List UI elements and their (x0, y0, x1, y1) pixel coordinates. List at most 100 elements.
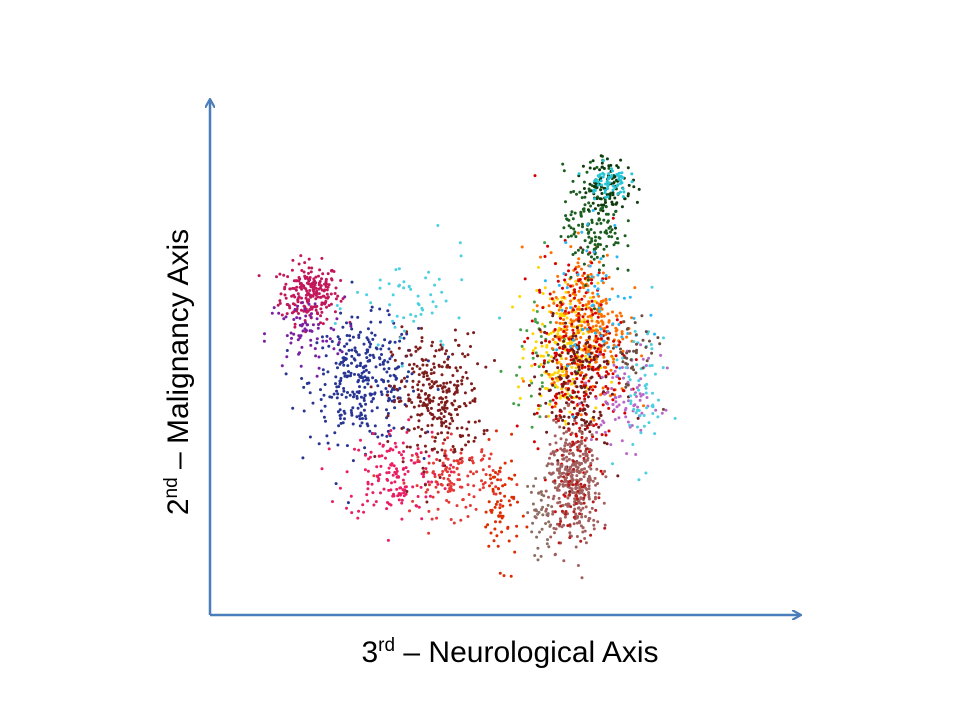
scatter-point (611, 398, 615, 402)
scatter-point (338, 408, 342, 412)
scatter-point (507, 476, 511, 480)
scatter-point (592, 295, 595, 299)
scatter-point (578, 190, 582, 194)
scatter-point (291, 258, 295, 262)
scatter-point (607, 166, 611, 170)
scatter-point (580, 366, 584, 370)
scatter-point (566, 382, 570, 385)
scatter-point (543, 279, 547, 283)
scatter-point (362, 408, 366, 412)
scatter-point (630, 388, 633, 391)
scatter-point (300, 269, 304, 272)
scatter-point (298, 316, 302, 320)
scatter-point (610, 392, 614, 396)
scatter-point (466, 515, 470, 518)
scatter-point (450, 481, 453, 485)
scatter-point (513, 550, 517, 554)
scatter-point (427, 531, 431, 535)
scatter-point (353, 349, 357, 353)
scatter-point (395, 467, 398, 471)
scatter-point (337, 385, 341, 389)
scatter-point (601, 403, 605, 407)
scatter-point (532, 412, 536, 416)
scatter-point (490, 481, 494, 485)
scatter-point (579, 384, 583, 388)
scatter-point (310, 282, 314, 285)
scatter-point (590, 454, 594, 457)
scatter-point (362, 342, 366, 346)
scatter-point (498, 511, 502, 515)
scatter-point (565, 476, 568, 480)
scatter-point (425, 470, 429, 474)
scatter-point (586, 245, 590, 249)
scatter-point (622, 389, 626, 393)
scatter-point (546, 538, 549, 542)
scatter-point (576, 466, 580, 469)
scatter-point (335, 396, 339, 400)
scatter-point (498, 571, 502, 575)
scatter-point (313, 279, 316, 283)
scatter-point (577, 368, 581, 372)
scatter-point (551, 338, 555, 341)
scatter-point (611, 203, 615, 206)
scatter-point (548, 359, 552, 363)
scatter-point (600, 161, 604, 165)
scatter-point (567, 457, 571, 461)
scatter-point (432, 461, 435, 465)
scatter-point (602, 167, 606, 170)
scatter-point (591, 479, 595, 483)
scatter-point (602, 501, 606, 505)
scatter-point (339, 413, 343, 417)
scatter-point (579, 246, 583, 250)
scatter-point (587, 201, 591, 205)
scatter-point (617, 416, 621, 420)
scatter-point (596, 482, 600, 485)
scatter-point (604, 475, 608, 479)
scatter-point (443, 403, 447, 407)
scatter-point (567, 224, 571, 228)
scatter-point (421, 383, 425, 387)
scatter-point (635, 363, 639, 367)
scatter-point (478, 488, 482, 492)
scatter-point (644, 471, 648, 475)
scatter-point (440, 431, 443, 435)
scatter-point (380, 393, 384, 396)
scatter-point (365, 348, 369, 352)
scatter-point (386, 309, 390, 313)
scatter-point (596, 337, 600, 341)
scatter-point (317, 355, 321, 359)
scatter-point (325, 305, 328, 309)
scatter-point (587, 349, 591, 353)
scatter-point (426, 409, 430, 413)
scatter-point (540, 493, 544, 497)
scatter-point (530, 425, 534, 429)
scatter-point (565, 376, 569, 380)
scatter-point (364, 378, 368, 382)
scatter-point (592, 518, 596, 522)
scatter-point (466, 332, 470, 336)
scatter-point (369, 309, 373, 312)
scatter-point (538, 530, 541, 534)
scatter-point (313, 302, 317, 306)
scatter-point (588, 264, 592, 268)
scatter-point (301, 456, 305, 460)
scatter-point (564, 334, 568, 338)
scatter-point (611, 376, 615, 380)
scatter-point (603, 392, 606, 396)
scatter-point (576, 497, 579, 501)
scatter-point (363, 453, 367, 457)
scatter-point (617, 174, 621, 178)
scatter-point (627, 183, 631, 187)
scatter-point (457, 343, 461, 347)
scatter-point (489, 452, 493, 456)
scatter-point (435, 516, 439, 520)
scatter-point (631, 365, 635, 369)
scatter-point (303, 274, 307, 278)
scatter-point (345, 506, 348, 510)
scatter-point (390, 481, 393, 485)
scatter-point (429, 293, 433, 297)
scatter-point (632, 185, 636, 189)
scatter-point (427, 270, 431, 274)
scatter-point (425, 377, 429, 381)
scatter-point (582, 180, 586, 184)
